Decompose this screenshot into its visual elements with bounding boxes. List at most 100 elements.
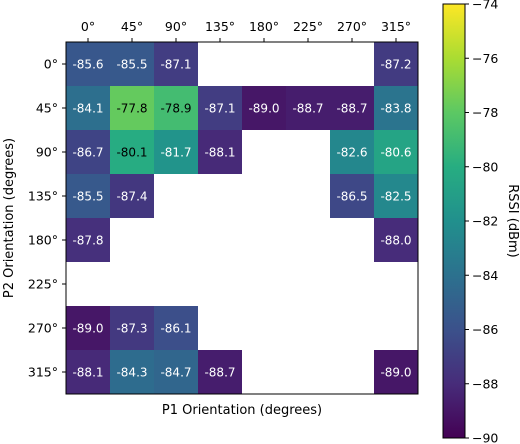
x-tick-label: 135° bbox=[205, 19, 235, 34]
colorbar-tick-label: −74 bbox=[472, 0, 498, 12]
heatmap-cell bbox=[110, 350, 154, 394]
cell-value-label: -87.3 bbox=[116, 322, 147, 336]
colorbar-tick-label: −80 bbox=[472, 159, 498, 174]
cell-value-label: -88.1 bbox=[72, 366, 103, 380]
cell-value-label: -87.1 bbox=[160, 58, 191, 72]
y-tick-label: 90° bbox=[36, 145, 58, 160]
cell-value-label: -88.1 bbox=[204, 146, 235, 160]
heatmap-cell bbox=[154, 42, 198, 86]
y-tick-label: 315° bbox=[28, 365, 58, 380]
heatmap-cell bbox=[374, 130, 418, 174]
y-axis-label: P2 Orientation (degrees) bbox=[2, 138, 17, 298]
y-tick-label: 270° bbox=[28, 321, 58, 336]
heatmap-cell bbox=[110, 306, 154, 350]
y-tick-label: 45° bbox=[36, 101, 58, 116]
heatmap-cell bbox=[66, 174, 110, 218]
heatmap-cell bbox=[110, 174, 154, 218]
heatmap-cell bbox=[154, 350, 198, 394]
cell-value-label: -88.7 bbox=[204, 366, 235, 380]
plot-frame bbox=[65, 41, 419, 395]
colorbar-gradient bbox=[442, 3, 466, 439]
cell-value-label: -81.7 bbox=[160, 146, 191, 160]
heatmap-cell bbox=[198, 130, 242, 174]
heatmap-cell bbox=[110, 42, 154, 86]
heatmap-cell bbox=[110, 86, 154, 130]
x-tick-label: 180° bbox=[249, 19, 279, 34]
cell-value-label: -84.1 bbox=[72, 102, 103, 116]
x-tick-label: 270° bbox=[337, 19, 367, 34]
colorbar-tick-label: −78 bbox=[472, 105, 498, 120]
cell-value-label: -87.1 bbox=[204, 102, 235, 116]
cell-value-label: -86.1 bbox=[160, 322, 191, 336]
x-axis-ticks: 0° 45° 90° 135° 180° 225° 270° 315° bbox=[81, 19, 411, 42]
heatmap-cell bbox=[286, 86, 330, 130]
heatmap-cells: -85.6 -85.5 -87.1 -87.2 -84.1 -77.8 -78.9 -87.1… bbox=[66, 42, 418, 394]
cell-value-label: -82.6 bbox=[336, 146, 367, 160]
cell-value-label: -77.8 bbox=[116, 102, 147, 116]
heatmap-cell bbox=[198, 86, 242, 130]
cell-value-label: -84.3 bbox=[116, 366, 147, 380]
colorbar: −74 −76 −78 −80 −82 −84 −86 −88 −90 RSSI (dBm) bbox=[442, 0, 520, 444]
colorbar-tick-label: −76 bbox=[472, 51, 498, 66]
heatmap-cell bbox=[66, 350, 110, 394]
y-tick-label: 225° bbox=[28, 277, 58, 292]
heatmap-cell bbox=[374, 86, 418, 130]
x-tick-label: 315° bbox=[381, 19, 411, 34]
cell-value-label: -87.2 bbox=[380, 58, 411, 72]
cell-value-label: -87.4 bbox=[116, 190, 147, 204]
cell-value-label: -85.5 bbox=[72, 190, 103, 204]
heatmap-cell bbox=[330, 174, 374, 218]
cell-value-label: -89.0 bbox=[380, 366, 411, 380]
cell-value-label: -85.6 bbox=[72, 58, 103, 72]
heatmap-cell bbox=[66, 306, 110, 350]
heatmap-cell bbox=[154, 130, 198, 174]
heatmap-cell bbox=[110, 130, 154, 174]
heatmap-cell bbox=[374, 42, 418, 86]
cell-value-label: -88.7 bbox=[336, 102, 367, 116]
colorbar-label: RSSI (dBm) bbox=[505, 184, 520, 257]
colorbar-tick-label: −88 bbox=[472, 376, 498, 391]
heatmap-cell bbox=[374, 174, 418, 218]
colorbar-tick-label: −86 bbox=[472, 322, 498, 337]
cell-value-label: -89.0 bbox=[248, 102, 279, 116]
x-tick-label: 45° bbox=[121, 19, 143, 34]
colorbar-tick-label: −90 bbox=[472, 431, 498, 444]
colorbar-tick-label: −84 bbox=[472, 268, 498, 283]
x-tick-label: 0° bbox=[81, 19, 95, 34]
x-tick-label: 225° bbox=[293, 19, 323, 34]
cell-value-label: -85.5 bbox=[116, 58, 147, 72]
cell-value-label: -88.0 bbox=[380, 234, 411, 248]
cell-value-label: -86.5 bbox=[336, 190, 367, 204]
x-axis-label: P1 Orientation (degrees) bbox=[162, 403, 322, 418]
cell-value-label: -87.8 bbox=[72, 234, 103, 248]
heatmap-cell bbox=[198, 350, 242, 394]
heatmap-cell bbox=[154, 86, 198, 130]
colorbar-ticks: −74 −76 −78 −80 −82 −84 −86 −88 −90 bbox=[465, 0, 498, 444]
heatmap-cell bbox=[242, 86, 286, 130]
colorbar-tick-label: −82 bbox=[472, 214, 498, 229]
cell-value-label: -88.7 bbox=[292, 102, 323, 116]
cell-value-label: -86.7 bbox=[72, 146, 103, 160]
heatmap-cell bbox=[374, 218, 418, 262]
heatmap-cell bbox=[330, 86, 374, 130]
heatmap-cell bbox=[374, 350, 418, 394]
y-tick-label: 135° bbox=[28, 189, 58, 204]
cell-value-label: -78.9 bbox=[160, 102, 191, 116]
cell-value-label: -89.0 bbox=[72, 322, 103, 336]
heatmap-cell bbox=[154, 306, 198, 350]
x-tick-label: 90° bbox=[165, 19, 187, 34]
y-axis-ticks: 0° 45° 90° 135° 180° 225° 270° 315° bbox=[28, 57, 66, 380]
heatmap-cell bbox=[66, 130, 110, 174]
cell-value-label: -82.5 bbox=[380, 190, 411, 204]
heatmap-cell bbox=[66, 86, 110, 130]
heatmap-cell bbox=[66, 42, 110, 86]
y-tick-label: 180° bbox=[28, 233, 58, 248]
heatmap-cell bbox=[330, 130, 374, 174]
cell-value-label: -80.6 bbox=[380, 146, 411, 160]
y-tick-label: 0° bbox=[44, 57, 58, 72]
heatmap-cell bbox=[66, 218, 110, 262]
cell-value-label: -80.1 bbox=[116, 146, 147, 160]
cell-value-label: -83.8 bbox=[380, 102, 411, 116]
cell-value-label: -84.7 bbox=[160, 366, 191, 380]
